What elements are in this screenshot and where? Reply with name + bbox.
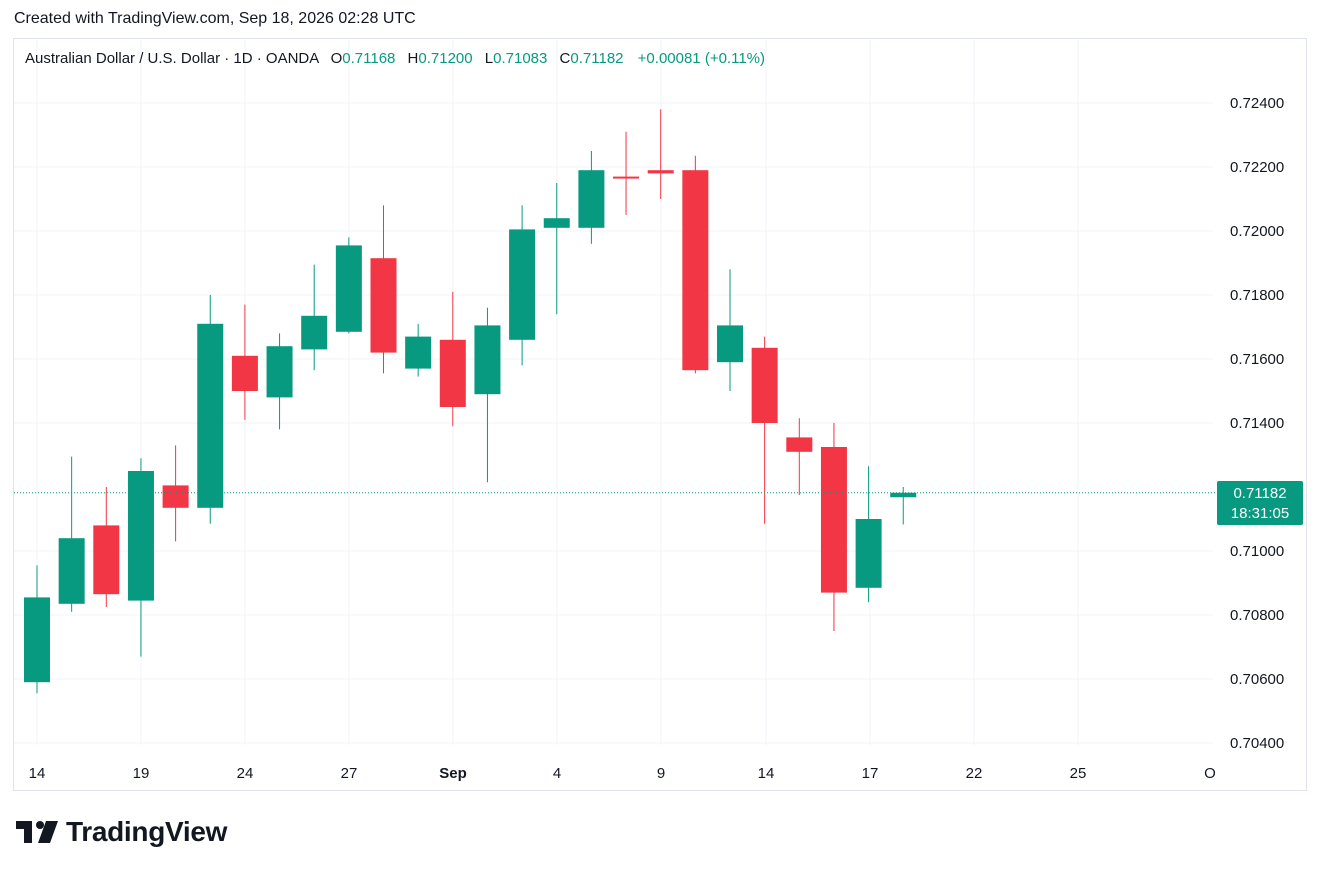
- candle-body: [474, 325, 501, 395]
- close-label: C: [559, 50, 571, 67]
- x-tick-label: 19: [133, 765, 150, 782]
- candle-body: [127, 471, 154, 601]
- x-tick-label: 9: [657, 765, 665, 782]
- candle-body: [647, 170, 674, 174]
- x-tick-label: 17: [862, 765, 879, 782]
- candle-body: [786, 437, 813, 452]
- brand-name: TradingView: [66, 816, 228, 847]
- candle-body: [439, 339, 466, 407]
- y-tick-label: 0.72000: [1230, 223, 1284, 240]
- candle-body: [266, 346, 293, 398]
- candle-body: [820, 447, 847, 593]
- y-tick-label: 0.72200: [1230, 159, 1284, 176]
- x-tick-label: 25: [1070, 765, 1087, 782]
- open-value: 0.71168: [342, 50, 396, 67]
- x-tick-label: O: [1204, 765, 1216, 782]
- candle-body: [24, 597, 50, 683]
- low-value: 0.71083: [493, 50, 548, 67]
- x-tick-label: Sep: [439, 765, 467, 782]
- candle-body: [682, 170, 709, 371]
- candle-body: [335, 245, 362, 332]
- candle-body: [890, 492, 917, 498]
- tradingview-logo-icon: [16, 821, 58, 843]
- tradingview-brand[interactable]: TradingView: [16, 816, 227, 848]
- high-label: H: [407, 50, 419, 67]
- candle-body: [855, 519, 882, 588]
- candle-body: [751, 347, 778, 423]
- candle-body: [613, 176, 640, 179]
- change-value: +0.00081 (+0.11%): [637, 50, 765, 67]
- candle-body: [370, 258, 397, 353]
- candle-body: [301, 315, 328, 350]
- candle-body: [405, 336, 432, 369]
- y-tick-label: 0.70800: [1230, 607, 1284, 624]
- y-tick-label: 0.70600: [1230, 671, 1284, 688]
- x-tick-label: 27: [341, 765, 358, 782]
- last-price-value: 0.71182: [1233, 485, 1287, 502]
- candle-body: [197, 323, 224, 508]
- x-tick-label: 4: [553, 765, 561, 782]
- y-tick-label: 0.71000: [1230, 543, 1284, 560]
- candle-body: [93, 525, 120, 595]
- candle-body: [717, 325, 743, 363]
- x-tick-label: 14: [758, 765, 775, 782]
- ohlc-legend: Australian Dollar / U.S. Dollar · 1D · O…: [25, 50, 765, 67]
- symbol-title: Australian Dollar / U.S. Dollar · 1D · O…: [25, 50, 319, 67]
- low-label: L: [484, 50, 494, 67]
- y-tick-label: 0.71600: [1230, 351, 1284, 368]
- chart-frame[interactable]: [13, 38, 1307, 791]
- candle-body: [162, 485, 189, 508]
- high-value: 0.71200: [418, 50, 473, 67]
- candle-body: [58, 538, 85, 604]
- candle-body: [509, 229, 536, 340]
- y-tick-label: 0.72400: [1230, 95, 1284, 112]
- x-tick-label: 14: [29, 765, 46, 782]
- open-label: O: [330, 50, 343, 67]
- close-value: 0.71182: [570, 50, 624, 67]
- candle-body: [543, 218, 570, 228]
- y-tick-label: 0.70400: [1230, 735, 1284, 752]
- x-tick-label: 22: [966, 765, 983, 782]
- x-tick-label: 24: [237, 765, 254, 782]
- bar-countdown: 18:31:05: [1230, 505, 1290, 522]
- y-tick-label: 0.71800: [1230, 287, 1284, 304]
- created-with-text: Created with TradingView.com, Sep 18, 20…: [14, 10, 416, 27]
- candle-body: [231, 355, 258, 391]
- last-price-tag: 0.71182 18:31:05: [1217, 481, 1303, 525]
- candle-body: [578, 170, 605, 228]
- y-tick-label: 0.71400: [1230, 415, 1284, 432]
